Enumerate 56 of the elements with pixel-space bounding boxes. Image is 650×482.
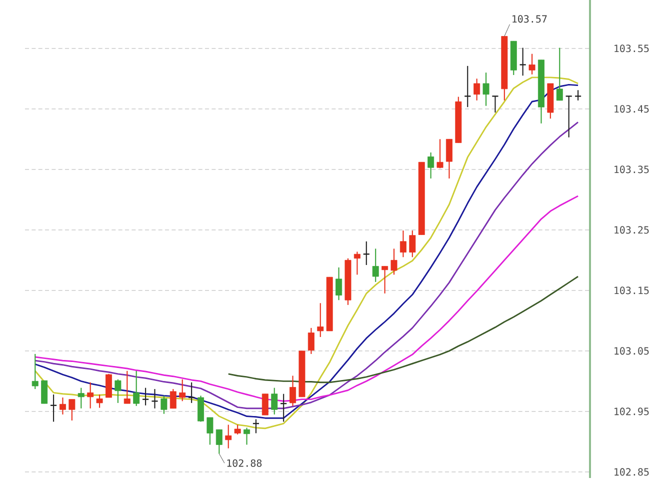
y-tick-label: 103.25 [614,226,649,234]
candlestick [372,248,379,282]
candlestick [133,370,140,407]
candlestick [262,393,268,416]
y-tick-label: 103.45 [614,105,649,113]
candlestick [482,72,490,106]
candlestick [354,251,360,276]
candlestick [474,78,480,101]
candlestick [574,90,582,101]
candlestick [225,424,232,449]
candlestick [271,387,278,415]
candlestick [244,427,250,446]
candlestick [390,248,398,276]
annotation: 102.88 [227,459,262,467]
candlestick [78,387,84,409]
y-tick-label: 102.85 [614,468,649,476]
candlestick [68,398,76,422]
candlestick [124,370,130,404]
candlestick [32,353,38,390]
candlestick [382,266,388,294]
candlestick [436,138,444,169]
y-tick-label: 103.05 [614,347,649,355]
candlestick [216,429,222,454]
candlestick [60,396,66,415]
candlestick [290,375,296,407]
candlestick [170,388,176,409]
candlestick [160,395,168,414]
candlestick [179,378,186,402]
candlestick [206,416,214,446]
candlestick [114,378,122,404]
candlestick [151,388,158,409]
candlestick [556,47,563,101]
candlestick [87,382,94,409]
candlestick [400,230,406,258]
candlestick [308,327,314,354]
y-tick-label: 103.35 [614,166,649,174]
candlestick [234,424,241,435]
candlestick [446,138,452,180]
candlestick [336,266,342,301]
y-tick-label: 103.15 [614,286,649,294]
candlestick [198,395,204,422]
candlestick [464,65,472,108]
candlestick [41,380,48,404]
candlestick [428,152,434,180]
y-tick-label: 102.95 [614,408,649,416]
candlestick [409,230,416,258]
candlestick [96,394,103,408]
candlestick [142,387,150,406]
candlestick [565,96,572,138]
candlestick [492,96,499,114]
candlestick [519,47,526,76]
annotation: 103.57 [512,15,547,23]
candlestick [317,302,324,338]
candlestick [528,53,536,75]
candlestick [106,373,112,398]
y-tick-label: 103.55 [614,44,649,52]
